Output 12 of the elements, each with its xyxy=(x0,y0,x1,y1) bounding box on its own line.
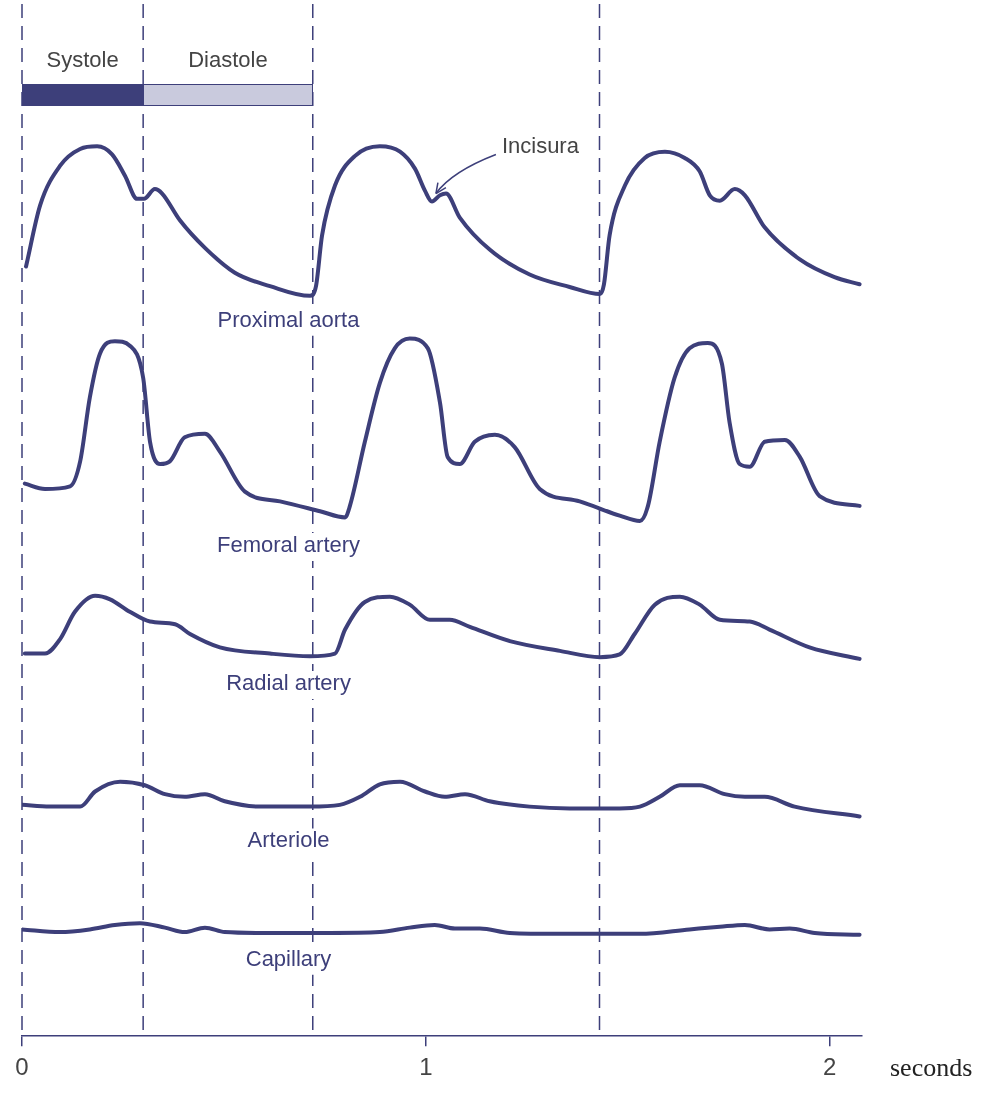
text: Diastole xyxy=(188,47,268,73)
annotation: Incisura xyxy=(501,132,580,158)
series-label: Proximal aorta xyxy=(217,306,361,332)
series-label: Radial artery xyxy=(226,669,351,695)
x-tick-label: 1 xyxy=(419,1053,433,1081)
x-tick-label: 0 xyxy=(15,1053,29,1081)
text: Systole xyxy=(46,47,119,73)
series-label: Capillary xyxy=(245,945,332,971)
x-tick-label: 2 xyxy=(823,1053,837,1081)
x-axis-title: seconds xyxy=(890,1053,973,1083)
series-label: Arteriole xyxy=(247,827,330,853)
series-label: Femoral artery xyxy=(217,532,361,558)
